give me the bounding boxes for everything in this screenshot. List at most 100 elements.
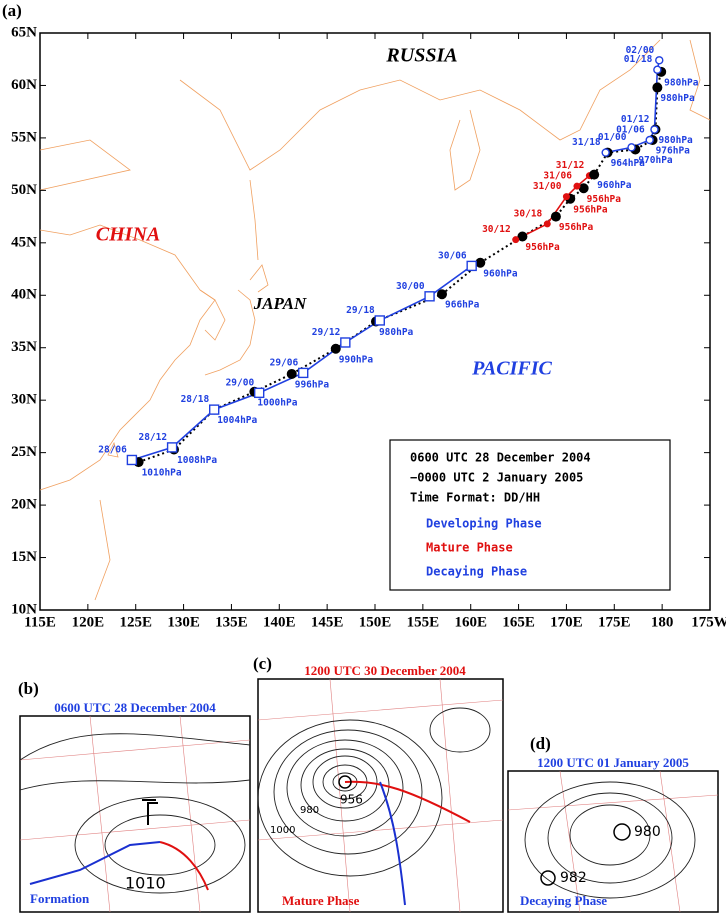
legend-title: 0600 UTC 28 December 2004 xyxy=(410,451,591,465)
contour-label: 956 xyxy=(340,793,363,807)
pressure-label: 980hPa xyxy=(379,327,414,338)
panel-title: 1200 UTC 01 January 2005 xyxy=(537,755,689,770)
time-label: 28/18 xyxy=(181,394,210,405)
pressure-label: 996hPa xyxy=(295,379,330,390)
time-label: 31/12 xyxy=(556,160,585,171)
lat-tick-label: 60N xyxy=(11,77,37,93)
phase-marker xyxy=(374,315,385,326)
lon-tick-label: 140E xyxy=(263,614,296,630)
lat-tick-label: 40N xyxy=(11,287,37,303)
lon-tick-label: 115E xyxy=(24,614,56,630)
pressure-label: 956hPa xyxy=(525,242,560,253)
phase-marker xyxy=(512,236,520,244)
lon-tick-label: 155E xyxy=(407,614,440,630)
best-track-dot xyxy=(517,231,528,242)
best-track-line xyxy=(138,71,663,464)
panel-caption: Decaying Phase xyxy=(520,893,607,908)
pressure-label: 966hPa xyxy=(445,300,480,311)
pressure-label: 956hPa xyxy=(559,222,594,233)
phase-marker xyxy=(466,260,477,272)
time-label: 02/00 xyxy=(626,45,655,56)
phase-marker xyxy=(562,193,570,201)
region-label: RUSSIA xyxy=(385,45,457,67)
pressure-label: 956hPa xyxy=(587,194,622,205)
lat-tick-label: 65N xyxy=(11,24,37,40)
time-label: 01/06 xyxy=(616,125,645,136)
lat-tick-label: 20N xyxy=(11,497,37,513)
best-track-dot xyxy=(578,183,589,194)
lon-tick-label: 145E xyxy=(311,614,344,630)
phase-marker xyxy=(424,291,435,302)
contour-label: 1000 xyxy=(270,825,295,836)
lat-tick-label: 55N xyxy=(11,129,37,145)
contour-label: 980 xyxy=(634,824,661,840)
pressure-label: 1000hPa xyxy=(257,397,297,408)
panel-label: (d) xyxy=(530,734,551,753)
panel-caption: Mature Phase xyxy=(282,893,360,908)
phase-marker xyxy=(650,125,659,134)
lat-tick-label: 35N xyxy=(11,339,37,355)
weather-map: 1010 Formation xyxy=(19,715,251,913)
best-track-dot xyxy=(550,211,561,222)
time-label: 30/12 xyxy=(482,224,511,235)
time-label: 01/18 xyxy=(624,54,653,65)
pressure-label: 990hPa xyxy=(339,354,374,365)
phase-marker xyxy=(627,143,636,152)
legend-title: −0000 UTC 2 January 2005 xyxy=(410,471,583,485)
best-track-dot xyxy=(589,169,600,180)
phase-marker xyxy=(166,442,178,453)
legend-label: Developing Phase xyxy=(426,517,542,531)
pressure-label: 960hPa xyxy=(597,180,632,191)
lon-tick-label: 125E xyxy=(119,614,152,630)
time-label: 29/18 xyxy=(346,305,375,316)
lon-tick-label: 150E xyxy=(359,614,392,630)
best-track-dot xyxy=(330,343,341,354)
best-track-dot xyxy=(286,368,297,379)
phase-marker xyxy=(253,387,265,399)
legend-label: Decaying Phase xyxy=(426,565,527,579)
legend-box xyxy=(389,439,671,591)
time-label: 30/18 xyxy=(514,208,543,219)
region-label: CHINA xyxy=(96,224,160,246)
phase-marker xyxy=(126,454,138,466)
lon-tick-label: 180 xyxy=(651,614,674,630)
contour-label: 982 xyxy=(560,870,587,886)
lat-tick-label: 30N xyxy=(11,392,37,408)
panel-title: 1200 UTC 30 December 2004 xyxy=(304,663,466,678)
pressure-label: 960hPa xyxy=(483,268,518,279)
lon-tick-label: 160E xyxy=(454,614,487,630)
lon-tick-label: 175E xyxy=(598,614,631,630)
time-label: 28/12 xyxy=(138,432,167,443)
lat-tick-label: 50N xyxy=(11,182,37,198)
best-track-dot xyxy=(437,289,447,300)
time-label: 01/12 xyxy=(621,114,650,125)
lon-tick-label: 175W xyxy=(691,614,726,630)
legend-title: Time Format: DD/HH xyxy=(410,491,540,505)
region-label: JAPAN xyxy=(253,294,307,313)
contour-label: 980 xyxy=(300,805,319,816)
time-label: 31/00 xyxy=(533,181,562,192)
phase-marker xyxy=(543,220,551,228)
time-label: 31/06 xyxy=(543,171,572,182)
time-label: 29/00 xyxy=(226,377,255,388)
legend-label: Mature Phase xyxy=(426,541,513,555)
phase-marker xyxy=(653,65,662,74)
lon-tick-label: 135E xyxy=(215,614,248,630)
lon-tick-label: 170E xyxy=(550,614,583,630)
panel-label: (a) xyxy=(2,1,22,20)
panel-label: (c) xyxy=(253,654,272,673)
pressure-label: 964hPa xyxy=(611,158,646,169)
lon-tick-label: 120E xyxy=(72,614,105,630)
phase-marker xyxy=(573,182,581,190)
lat-tick-label: 15N xyxy=(11,549,37,565)
time-label: 31/18 xyxy=(572,137,601,148)
pressure-label: 980hPa xyxy=(660,93,695,104)
contour-label: 1010 xyxy=(125,874,166,893)
time-label: 30/00 xyxy=(396,281,425,292)
phase-marker xyxy=(655,56,664,65)
lat-tick-label: 25N xyxy=(11,444,37,460)
time-label: 29/06 xyxy=(270,357,299,368)
phase-marker xyxy=(601,148,610,157)
time-label: 01/00 xyxy=(598,132,627,143)
